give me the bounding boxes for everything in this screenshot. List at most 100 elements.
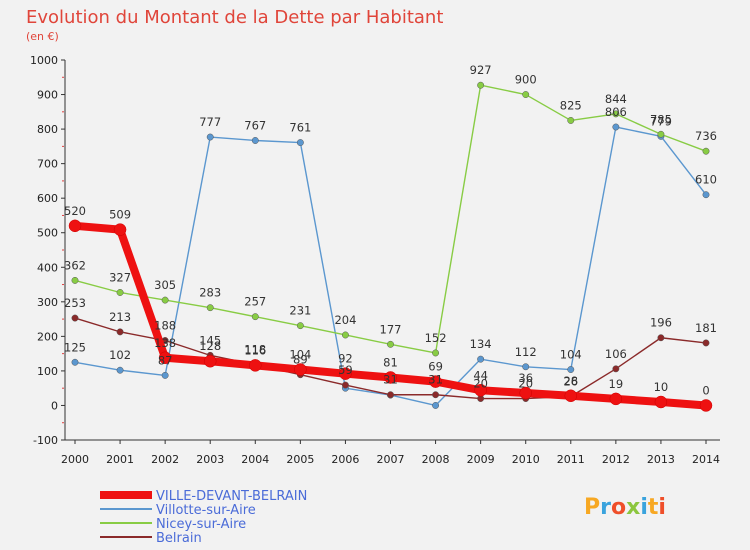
data-label: 761 bbox=[289, 121, 311, 135]
data-point bbox=[384, 371, 397, 384]
data-label: 125 bbox=[64, 340, 86, 354]
data-point bbox=[158, 351, 172, 365]
data-point bbox=[612, 110, 620, 118]
data-label: 116 bbox=[244, 343, 266, 357]
data-label: 844 bbox=[605, 92, 627, 106]
data-label: 128 bbox=[199, 339, 221, 353]
data-point bbox=[116, 366, 124, 374]
data-point bbox=[432, 349, 440, 357]
series-layer bbox=[68, 81, 713, 412]
data-point bbox=[522, 91, 530, 98]
data-point bbox=[341, 381, 349, 389]
data-point bbox=[294, 363, 307, 376]
x-tick-label: 2012 bbox=[602, 453, 630, 466]
data-point bbox=[113, 223, 127, 236]
data-label: 152 bbox=[425, 331, 447, 345]
y-tick-label: 900 bbox=[37, 89, 58, 102]
data-point bbox=[477, 355, 485, 363]
data-label: 213 bbox=[109, 310, 131, 324]
y-tick-label: 600 bbox=[37, 192, 58, 205]
x-tick-label: 2004 bbox=[241, 453, 269, 466]
data-label: 138 bbox=[154, 336, 176, 350]
data-label: 20 bbox=[473, 377, 488, 391]
data-label: 31 bbox=[383, 373, 398, 387]
data-label: 779 bbox=[650, 114, 672, 128]
data-point bbox=[251, 137, 259, 144]
data-point bbox=[654, 395, 668, 409]
data-point bbox=[702, 339, 710, 347]
data-point bbox=[567, 117, 575, 124]
data-label: 177 bbox=[380, 322, 402, 336]
data-label: 509 bbox=[109, 208, 131, 222]
chart-title: Evolution du Montant de la Dette par Hab… bbox=[26, 7, 443, 28]
data-label: 44 bbox=[473, 368, 488, 382]
data-label: 31 bbox=[428, 373, 443, 387]
data-point bbox=[612, 365, 620, 373]
data-label: 112 bbox=[515, 345, 537, 359]
data-label: 927 bbox=[470, 63, 492, 77]
data-label: 102 bbox=[109, 348, 131, 362]
y-tick-label: 700 bbox=[37, 158, 58, 171]
y-tick-label: 0 bbox=[51, 399, 58, 412]
x-tick-label: 2001 bbox=[106, 453, 134, 466]
data-label: 327 bbox=[109, 270, 131, 284]
x-tick-label: 2007 bbox=[377, 453, 405, 466]
x-tick-label: 2005 bbox=[286, 453, 314, 466]
data-point bbox=[161, 371, 169, 379]
data-label: 825 bbox=[560, 98, 582, 112]
data-point bbox=[206, 304, 214, 312]
x-tick-label: 2010 bbox=[512, 453, 540, 466]
x-tick-label: 2009 bbox=[467, 453, 495, 466]
data-point bbox=[702, 191, 710, 199]
data-point bbox=[474, 384, 487, 397]
data-label: 520 bbox=[64, 204, 86, 218]
x-tick-label: 2002 bbox=[151, 453, 179, 466]
data-point bbox=[71, 314, 79, 322]
data-point bbox=[432, 391, 440, 399]
data-label: 36 bbox=[518, 371, 533, 385]
y-tick-label: 800 bbox=[37, 123, 58, 136]
data-label: 181 bbox=[695, 321, 717, 335]
data-label: 257 bbox=[244, 295, 266, 309]
data-label: 26 bbox=[563, 374, 578, 388]
data-label: 362 bbox=[64, 258, 86, 272]
data-point bbox=[609, 392, 623, 406]
data-point bbox=[612, 123, 620, 131]
y-tick-label: 300 bbox=[37, 296, 58, 309]
x-tick-label: 2008 bbox=[422, 453, 450, 466]
data-point bbox=[249, 359, 262, 372]
data-point bbox=[657, 130, 665, 138]
x-tick-label: 2011 bbox=[557, 453, 585, 466]
proxiti-logo: Proxiti bbox=[584, 495, 666, 520]
data-point bbox=[296, 139, 304, 147]
data-label: 196 bbox=[650, 316, 672, 330]
data-point bbox=[519, 386, 532, 400]
data-label: 777 bbox=[199, 115, 221, 129]
data-label: 204 bbox=[334, 313, 356, 327]
y-tick-label: 500 bbox=[37, 227, 58, 240]
data-point bbox=[71, 276, 79, 284]
axes: -100010020030040050060070080090010002000… bbox=[30, 54, 720, 466]
data-label: 87 bbox=[158, 353, 173, 367]
y-tick-label: -100 bbox=[33, 434, 58, 447]
series-line-nicey-sur-aire bbox=[74, 84, 707, 354]
legend-label: Villotte-sur-Aire bbox=[156, 503, 256, 518]
legend-label: Belrain bbox=[156, 531, 202, 546]
data-label: 10 bbox=[654, 380, 669, 394]
data-point bbox=[702, 147, 710, 155]
data-point bbox=[116, 289, 124, 296]
data-label: 145 bbox=[199, 333, 221, 347]
data-label: 767 bbox=[244, 118, 266, 132]
data-label: 81 bbox=[383, 355, 398, 369]
data-label: 785 bbox=[650, 112, 672, 126]
data-point bbox=[432, 402, 440, 409]
data-point bbox=[567, 366, 575, 373]
data-point bbox=[116, 328, 124, 336]
data-label: 28 bbox=[563, 374, 578, 388]
chart-subtitle: (en €) bbox=[26, 30, 59, 43]
data-label: 20 bbox=[518, 377, 533, 391]
data-label: 736 bbox=[695, 129, 717, 143]
data-label: 104 bbox=[560, 348, 582, 362]
